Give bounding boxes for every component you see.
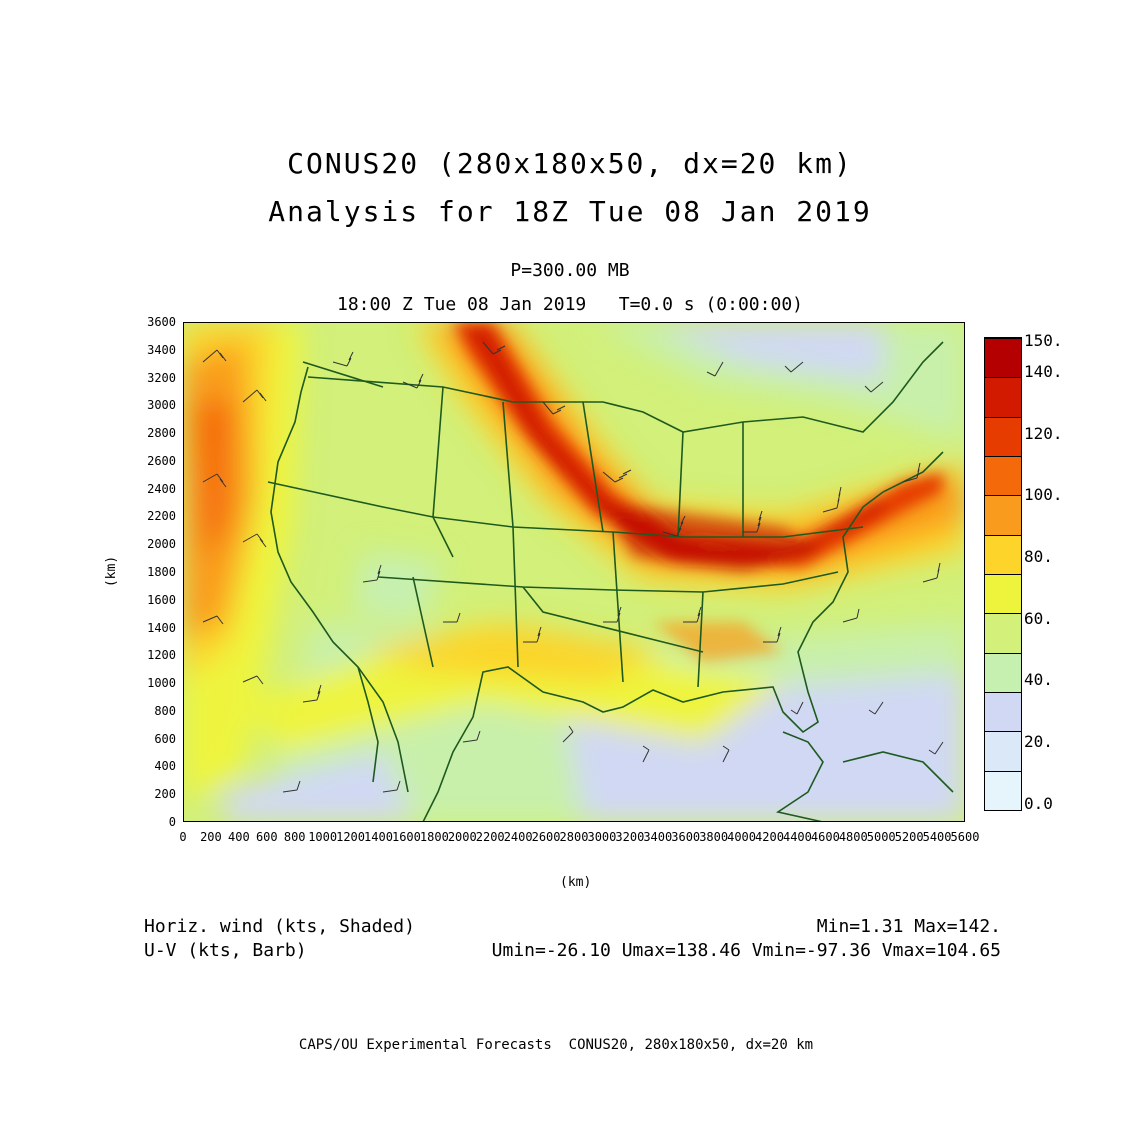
y-tick-label: 1600	[147, 592, 176, 607]
colorbar-segment	[985, 495, 1021, 535]
wind-barbs	[202, 341, 944, 793]
colorbar-segment	[985, 377, 1021, 417]
credit-line: CAPS/OU Experimental Forecasts CONUS20, …	[298, 1037, 814, 1053]
colorbar-label: 40.	[1024, 670, 1053, 690]
y-tick-label: 200	[154, 787, 176, 802]
x-tick-label: 1000	[308, 830, 338, 844]
colorbar-segment	[985, 731, 1021, 771]
y-tick-label: 1200	[147, 648, 176, 663]
y-tick-label: 2400	[147, 481, 176, 496]
colorbar-segment	[985, 613, 1021, 653]
x-tick-label: 1600	[391, 830, 421, 844]
x-tick-label: 5400	[922, 830, 952, 844]
x-tick-label: 2600	[531, 830, 561, 844]
barb-legend: U-V (kts, Barb)	[144, 940, 307, 961]
title-line-1: CONUS20 (280x180x50, dx=20 km)	[287, 147, 853, 180]
x-axis-label: (km)	[560, 875, 592, 890]
y-tick-label: 1000	[147, 676, 176, 691]
x-tick-label: 4800	[838, 830, 868, 844]
x-tick-label: 400	[228, 830, 250, 844]
x-tick-label: 5000	[866, 830, 896, 844]
x-tick-label: 3600	[671, 830, 701, 844]
y-tick-label: 3400	[147, 342, 176, 357]
wind-map	[183, 322, 965, 823]
colorbar-label: 60.	[1024, 608, 1053, 628]
x-tick-label: 1800	[419, 830, 449, 844]
colorbar-label: 0.0	[1024, 793, 1053, 813]
title-line-2: Analysis for 18Z Tue 08 Jan 2019	[268, 195, 872, 228]
y-tick-label: 400	[154, 759, 176, 774]
colorbar	[984, 337, 1022, 811]
pressure-level: P=300.00 MB	[510, 260, 630, 281]
colorbar-segment	[985, 338, 1021, 378]
coastline-borders	[267, 341, 954, 823]
x-tick-label: 4000	[727, 830, 757, 844]
y-tick-label: 0	[168, 815, 176, 829]
y-tick-label: 3000	[147, 398, 176, 413]
x-tick-label: 600	[255, 830, 278, 844]
min-max-values: Min=1.31 Max=142.	[816, 916, 1001, 937]
y-tick-label: 2800	[147, 426, 176, 441]
colorbar-label: 120.	[1024, 423, 1063, 443]
shading-legend: Horiz. wind (kts, Shaded)	[144, 916, 415, 937]
colorbar-label: 140.	[1024, 361, 1063, 381]
x-tick-label: 5600	[950, 830, 980, 844]
colorbar-segment	[985, 534, 1021, 574]
x-tick-label: 3000	[587, 830, 617, 844]
colorbar-segment	[985, 574, 1021, 614]
x-tick-label: 2400	[503, 830, 533, 844]
y-tick-label: 2200	[147, 509, 176, 524]
y-axis-label: (km)	[104, 555, 120, 588]
x-tick-label: 1200	[336, 830, 366, 844]
colorbar-segment	[985, 692, 1021, 732]
y-tick-label: 3200	[147, 370, 176, 385]
colorbar-segment	[985, 652, 1021, 692]
x-tick-label: 200	[200, 830, 222, 844]
x-tick-label: 2800	[559, 830, 589, 844]
x-tick-label: 5200	[894, 830, 924, 844]
y-tick-label: 1400	[147, 620, 176, 635]
colorbar-segment	[985, 456, 1021, 496]
x-tick-label: 800	[283, 830, 306, 844]
wind-shading	[183, 322, 965, 822]
x-tick-label: 2200	[475, 830, 505, 844]
colorbar-label: 20.	[1024, 732, 1053, 752]
x-tick-label: 1400	[364, 830, 393, 844]
y-tick-label: 1800	[147, 565, 176, 579]
y-tick-label: 2600	[147, 453, 176, 468]
y-tick-label: 600	[154, 731, 176, 746]
y-tick-label: 800	[154, 703, 176, 718]
x-tick-label: 4400	[782, 830, 812, 844]
uv-extrema: Umin=-26.10 Umax=138.46 Vmin=-97.36 Vmax…	[491, 940, 1001, 961]
colorbar-label: 100.	[1024, 485, 1063, 505]
colorbar-label: 150.	[1024, 331, 1063, 350]
colorbar-segment	[985, 416, 1021, 456]
x-tick-label: 3800	[699, 830, 729, 844]
x-tick-label: 3200	[615, 830, 645, 844]
x-tick-label: 4200	[755, 830, 784, 844]
colorbar-segment	[985, 770, 1021, 810]
x-tick-label: 2000	[447, 830, 477, 844]
x-tick-label: 3400	[643, 830, 673, 844]
x-tick-label: 0	[179, 830, 187, 844]
valid-time: 18:00 Z Tue 08 Jan 2019 T=0.0 s (0:00:00…	[337, 294, 803, 315]
colorbar-label: 80.	[1024, 546, 1053, 566]
y-tick-label: 2000	[147, 537, 176, 552]
y-tick-label: 3600	[147, 315, 176, 329]
x-tick-label: 4600	[810, 830, 840, 844]
